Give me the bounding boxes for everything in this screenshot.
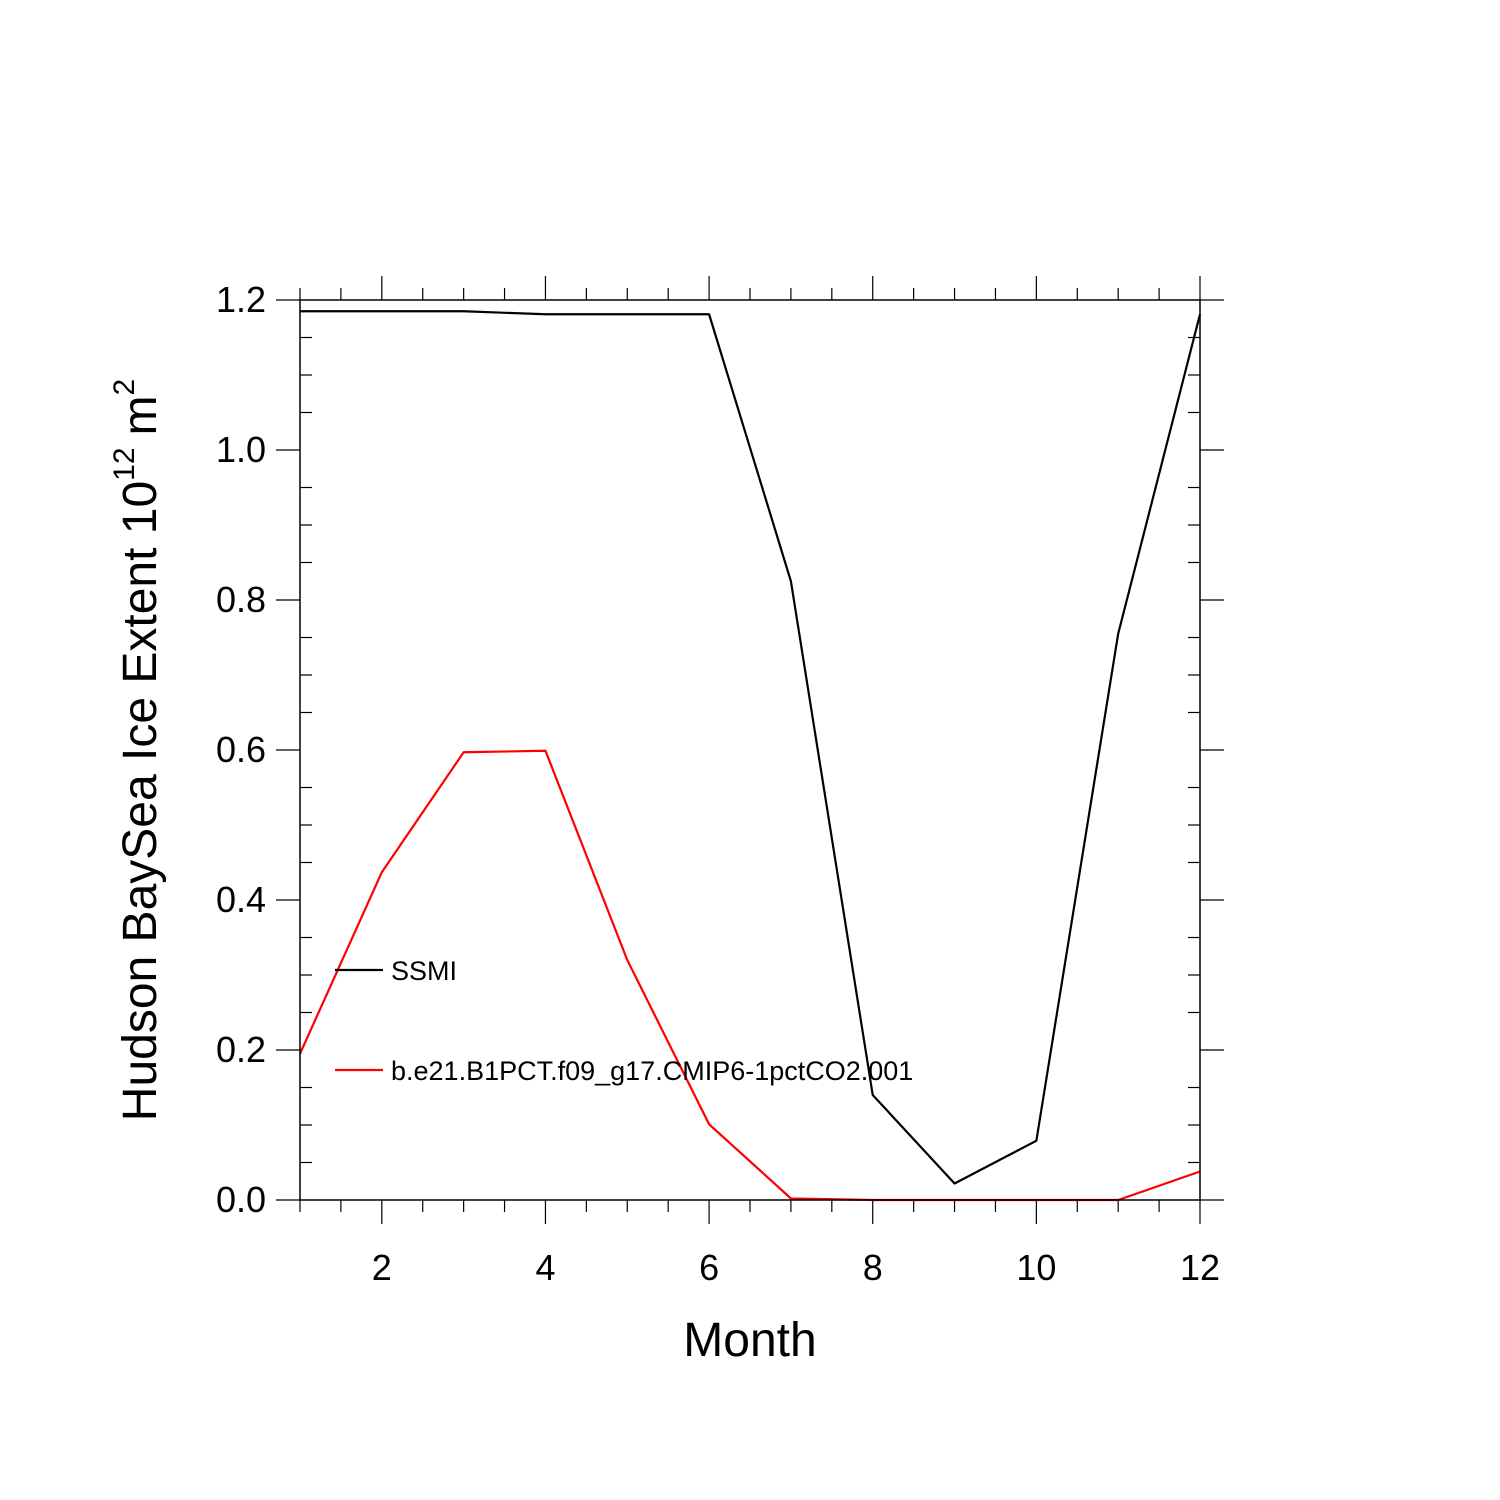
plot-frame	[299, 299, 1201, 1201]
x-tick-label: 4	[535, 1247, 555, 1288]
x-tick-label: 6	[699, 1247, 719, 1288]
y-tick-label: 0.8	[216, 579, 266, 620]
tick-labels: 0.0 0.2 0.4 0.6 0.8 1.0 1.2 2 4 6 8 10 12	[216, 279, 1220, 1288]
x-tick-label: 10	[1016, 1247, 1056, 1288]
x-tick-label: 2	[372, 1247, 392, 1288]
y-tick-label: 0.6	[216, 729, 266, 770]
svg-text:Hudson BaySea Ice Extent 1012m: Hudson BaySea Ice Extent 1012 m2	[108, 379, 167, 1121]
y-axis-title-unit: m	[114, 395, 167, 435]
x-tick-label: 12	[1180, 1247, 1220, 1288]
y-axis-title: Hudson BaySea Ice Extent 1012 m2	[108, 379, 167, 1121]
x-tick-label: 8	[863, 1247, 883, 1288]
series-line-0	[300, 310, 1202, 1185]
axis-ticks	[276, 276, 1224, 1224]
y-axis-title-main: Hudson BaySea Ice Extent 10	[114, 481, 167, 1121]
y-tick-label: 0.2	[216, 1029, 266, 1070]
x-axis-title: Month	[683, 1314, 816, 1367]
y-tick-label: 0.0	[216, 1179, 266, 1220]
legend: SSMI b.e21.B1PCT.f09_g17.CMIP6-1pctCO2.0…	[335, 956, 913, 1086]
y-axis-title-unit-exponent: 2	[108, 379, 141, 396]
y-axis-title-exponent: 12	[108, 447, 141, 480]
y-tick-label: 1.2	[216, 279, 266, 320]
y-tick-label: 1.0	[216, 429, 266, 470]
y-tick-label: 0.4	[216, 879, 266, 920]
legend-label-model: b.e21.B1PCT.f09_g17.CMIP6-1pctCO2.001	[391, 1056, 913, 1086]
legend-label-ssmi: SSMI	[391, 956, 457, 986]
